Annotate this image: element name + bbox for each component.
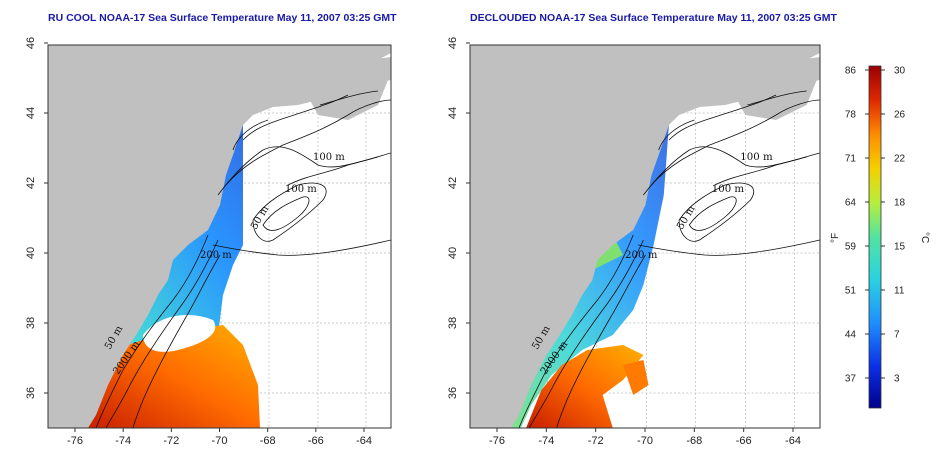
- left-y-tick-label: 42: [25, 177, 37, 189]
- right-map-title: DECLOUDED NOAA-17 Sea Surface Temperatur…: [470, 12, 837, 24]
- left-y-tick-label: 44: [25, 107, 37, 119]
- left-y-tick-label: 38: [25, 317, 37, 329]
- right-y-tick-label: 46: [447, 37, 459, 49]
- right-contour-label-4: 200 m: [625, 250, 658, 261]
- right-x-tick-label: -66: [736, 435, 752, 447]
- right-x-tick-label: -64: [785, 435, 801, 447]
- colorbar-f-tick-label: 86: [845, 66, 857, 77]
- colorbar-c-tick-label: 22: [894, 154, 906, 165]
- colorbar-gradient: [868, 65, 882, 409]
- right-axis-ticks: -76 -74 -72 -70 -68 -66 -64 36 38 40 42 44 46: [447, 37, 801, 447]
- colorbar-fahrenheit-label: °F: [830, 233, 841, 243]
- right-y-tick-label: 42: [447, 177, 459, 189]
- colorbar-c-tick-label: 15: [894, 242, 906, 253]
- left-x-tick-label: -68: [260, 435, 276, 447]
- left-map-title: RU COOL NOAA-17 Sea Surface Temperature …: [48, 12, 397, 24]
- left-x-tick-label: -64: [356, 435, 372, 447]
- colorbar-f-tick-label: 64: [845, 198, 857, 209]
- colorbar-f-tick-label: 37: [845, 374, 857, 385]
- right-x-tick-label: -72: [588, 435, 604, 447]
- left-x-tick-label: -66: [308, 435, 324, 447]
- colorbar-c-tick-label: 26: [894, 110, 906, 121]
- left-contour-label-1: 100 m: [313, 152, 345, 163]
- left-y-tick-label: 46: [25, 37, 37, 49]
- right-sst-warm-field: [526, 345, 644, 428]
- right-y-tick-label: 44: [447, 107, 459, 119]
- right-x-tick-label: -68: [686, 435, 702, 447]
- right-x-tick-label: -76: [489, 435, 505, 447]
- left-axis-ticks: -76 -74 -72 -70 -68 -66 -64 36 38 40 42 44 46: [25, 37, 372, 447]
- right-y-tick-label: 38: [447, 317, 459, 329]
- right-x-tick-label: -70: [637, 435, 653, 447]
- left-x-tick-label: -74: [115, 435, 131, 447]
- left-map-panel: 100 m 100 m 50 m 200 m 50 m 2000 m -76 -7…: [25, 37, 392, 447]
- colorbar-f-tick-label: 44: [845, 330, 857, 341]
- left-sst-warm-field: [88, 325, 260, 428]
- right-y-tick-label: 40: [447, 247, 459, 259]
- colorbar-c-tick-label: 11: [894, 286, 905, 297]
- right-map-panel: 100 m 100 m 50 m 200 m 50 m 2000 m -76 -7…: [447, 37, 821, 447]
- colorbar-c-tick-label: 30: [894, 66, 906, 77]
- colorbar-c-tick-label: 7: [894, 330, 900, 341]
- left-y-tick-label: 36: [25, 387, 37, 399]
- colorbar-f-tick-label: 51: [845, 286, 857, 297]
- colorbar-c-tick-label: 3: [894, 374, 900, 385]
- colorbar-ticks: 86 78 71 64 59 51 44 37 30 26 22 18 15 11 7 3: [845, 66, 906, 385]
- colorbar-f-tick-label: 78: [845, 110, 857, 121]
- right-y-tick-label: 36: [447, 387, 459, 399]
- left-contour-label-4: 200 m: [200, 250, 232, 261]
- left-x-tick-label: -70: [212, 435, 228, 447]
- colorbar-f-tick-label: 59: [845, 242, 857, 253]
- colorbar-c-tick-label: 18: [894, 198, 906, 209]
- left-cloud-gap: [143, 315, 216, 352]
- right-sst-warm-patch: [623, 360, 649, 395]
- right-contour-label-1: 100 m: [740, 152, 773, 163]
- left-y-tick-label: 40: [25, 247, 37, 259]
- colorbar-celsius-label: °C: [919, 232, 930, 243]
- colorbar-f-tick-label: 71: [845, 154, 857, 165]
- right-x-tick-label: -74: [538, 435, 554, 447]
- left-x-tick-label: -76: [67, 435, 83, 447]
- right-contour-label-2: 100 m: [712, 184, 745, 195]
- temperature-colorbar: °F °C 86 78 71 64 59 51 44 37 30 26 22 18 15 11 7 3: [830, 66, 930, 409]
- left-contour-label-2: 100 m: [285, 184, 317, 195]
- left-x-tick-label: -72: [163, 435, 179, 447]
